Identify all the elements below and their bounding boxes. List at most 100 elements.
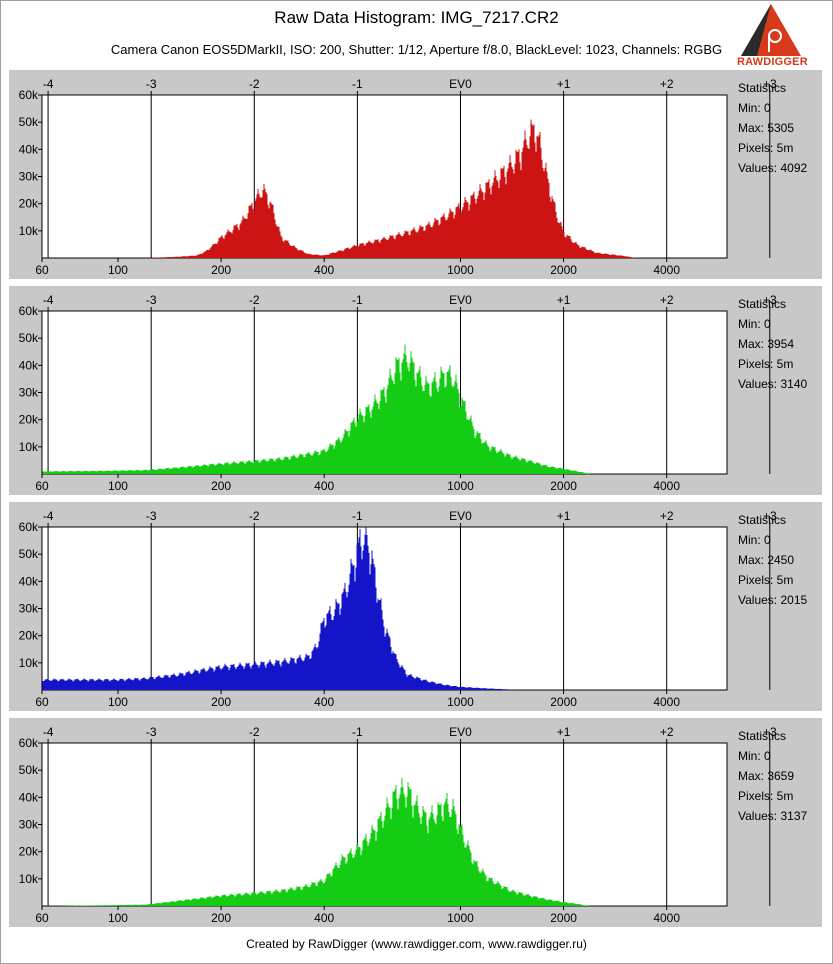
stats-heading: Statistics: [738, 81, 787, 95]
x-tick-label: 100: [108, 263, 128, 277]
y-tick-label: 40k: [19, 790, 39, 804]
y-tick-label: 10k: [19, 440, 39, 454]
statistics-box-b: Statistics Min: 0 Max: 2450 Pixels: 5m V…: [738, 510, 822, 610]
y-tick-label: 20k: [19, 197, 39, 211]
y-tick-label: 20k: [19, 413, 39, 427]
histogram-bars: [42, 527, 521, 690]
y-tick-label: 50k: [19, 547, 39, 561]
stats-min: Min: 0: [738, 533, 771, 547]
histogram-bars: [42, 344, 591, 474]
ev-tick-label: +1: [557, 725, 571, 739]
y-tick-label: 60k: [19, 88, 39, 102]
x-tick-label: 400: [314, 695, 334, 709]
y-tick-label: 40k: [19, 358, 39, 372]
stats-max: Max: 3659: [738, 769, 795, 783]
ev-tick-label: EV0: [449, 509, 472, 523]
x-tick-label: 2000: [550, 263, 577, 277]
camera-info: Camera Canon EOS5DMarkII, ISO: 200, Shut…: [110, 42, 723, 57]
ev-tick-label: -3: [146, 509, 157, 523]
histogram-panel-g2: -4 -3 -2 -1 EV0 +1 +2 +3 60 100 200 400 1000 2000 4000…: [9, 718, 822, 927]
ev-tick-label: +1: [557, 77, 571, 91]
ev-tick-label: EV0: [449, 77, 472, 91]
x-tick-label: 60: [35, 263, 49, 277]
ev-tick-label: -2: [249, 293, 260, 307]
stats-min: Min: 0: [738, 317, 771, 331]
ev-tick-label: -4: [43, 725, 54, 739]
y-tick-label: 30k: [19, 602, 39, 616]
x-tick-label: 1000: [447, 911, 474, 925]
x-tick-label: 1000: [447, 263, 474, 277]
histogram-chart-r: -4 -3 -2 -1 EV0 +1 +2 +3 60 100 200 400 1000 2000 4000…: [19, 77, 777, 277]
stats-pixels: Pixels: 5m: [738, 789, 794, 803]
x-tick-label: 4000: [653, 911, 680, 925]
x-tick-label: 1000: [447, 695, 474, 709]
x-tick-label: 200: [211, 911, 231, 925]
y-tick-label: 60k: [19, 736, 39, 750]
ev-tick-label: -3: [146, 725, 157, 739]
y-tick-label: 10k: [19, 656, 39, 670]
y-tick-label: 10k: [19, 872, 39, 886]
ev-tick-label: +2: [660, 509, 674, 523]
ev-tick-label: +2: [660, 77, 674, 91]
ev-tick-label: EV0: [449, 725, 472, 739]
y-tick-label: 40k: [19, 142, 39, 156]
stats-max: Max: 2450: [738, 553, 795, 567]
statistics-box-r: Statistics Min: 0 Max: 5305 Pixels: 5m V…: [738, 78, 822, 178]
ev-tick-label: -2: [249, 509, 260, 523]
x-tick-label: 4000: [653, 479, 680, 493]
histogram-chart-g: -4 -3 -2 -1 EV0 +1 +2 +3 60 100 200 400 1000 2000 4000…: [19, 293, 777, 493]
stats-heading: Statistics: [738, 297, 787, 311]
ev-tick-label: -3: [146, 77, 157, 91]
ev-tick-label: +2: [660, 293, 674, 307]
y-tick-label: 50k: [19, 763, 39, 777]
ev-tick-label: -4: [43, 509, 54, 523]
x-tick-label: 2000: [550, 911, 577, 925]
y-tick-label: 50k: [19, 115, 39, 129]
ev-tick-label: -3: [146, 293, 157, 307]
ev-tick-label: -1: [352, 293, 363, 307]
histogram-panel-b: -4 -3 -2 -1 EV0 +1 +2 +3 60 100 200 400 1000 2000 4000…: [9, 502, 822, 711]
y-tick-label: 30k: [19, 170, 39, 184]
x-tick-label: 4000: [653, 263, 680, 277]
histogram-bars: [145, 119, 639, 258]
x-tick-label: 60: [35, 911, 49, 925]
y-tick-label: 10k: [19, 224, 39, 238]
y-tick-label: 60k: [19, 304, 39, 318]
x-tick-label: 1000: [447, 479, 474, 493]
stats-values: Values: 2015: [738, 593, 808, 607]
x-tick-label: 200: [211, 263, 231, 277]
ev-tick-label: +1: [557, 509, 571, 523]
ev-tick-label: -1: [352, 77, 363, 91]
ev-tick-label: EV0: [449, 293, 472, 307]
histogram-chart-g2: -4 -3 -2 -1 EV0 +1 +2 +3 60 100 200 400 1000 2000 4000…: [19, 725, 777, 925]
x-tick-label: 100: [108, 911, 128, 925]
ev-tick-label: +2: [660, 725, 674, 739]
x-tick-label: 200: [211, 479, 231, 493]
stats-min: Min: 0: [738, 749, 771, 763]
stats-pixels: Pixels: 5m: [738, 573, 794, 587]
y-tick-label: 50k: [19, 331, 39, 345]
stats-values: Values: 3137: [738, 809, 808, 823]
y-tick-label: 30k: [19, 818, 39, 832]
stats-values: Values: 4092: [738, 161, 808, 175]
stats-values: Values: 3140: [738, 377, 808, 391]
statistics-box-g: Statistics Min: 0 Max: 3954 Pixels: 5m V…: [738, 294, 822, 394]
stats-min: Min: 0: [738, 101, 771, 115]
ev-tick-label: +3: [763, 77, 777, 91]
ev-tick-label: -2: [249, 77, 260, 91]
logo-text: RAWDIGGER: [737, 56, 808, 68]
x-tick-label: 400: [314, 911, 334, 925]
x-tick-label: 60: [35, 479, 49, 493]
y-tick-label: 30k: [19, 386, 39, 400]
x-tick-label: 200: [211, 695, 231, 709]
x-tick-label: 2000: [550, 695, 577, 709]
statistics-box-g2: Statistics Min: 0 Max: 3659 Pixels: 5m V…: [738, 726, 822, 826]
x-tick-label: 2000: [550, 479, 577, 493]
ev-tick-label: -1: [352, 725, 363, 739]
y-tick-label: 40k: [19, 574, 39, 588]
stats-pixels: Pixels: 5m: [738, 141, 794, 155]
stats-heading: Statistics: [738, 513, 787, 527]
stats-max: Max: 3954: [738, 337, 795, 351]
plot-area: [41, 94, 728, 259]
y-tick-label: 20k: [19, 845, 39, 859]
